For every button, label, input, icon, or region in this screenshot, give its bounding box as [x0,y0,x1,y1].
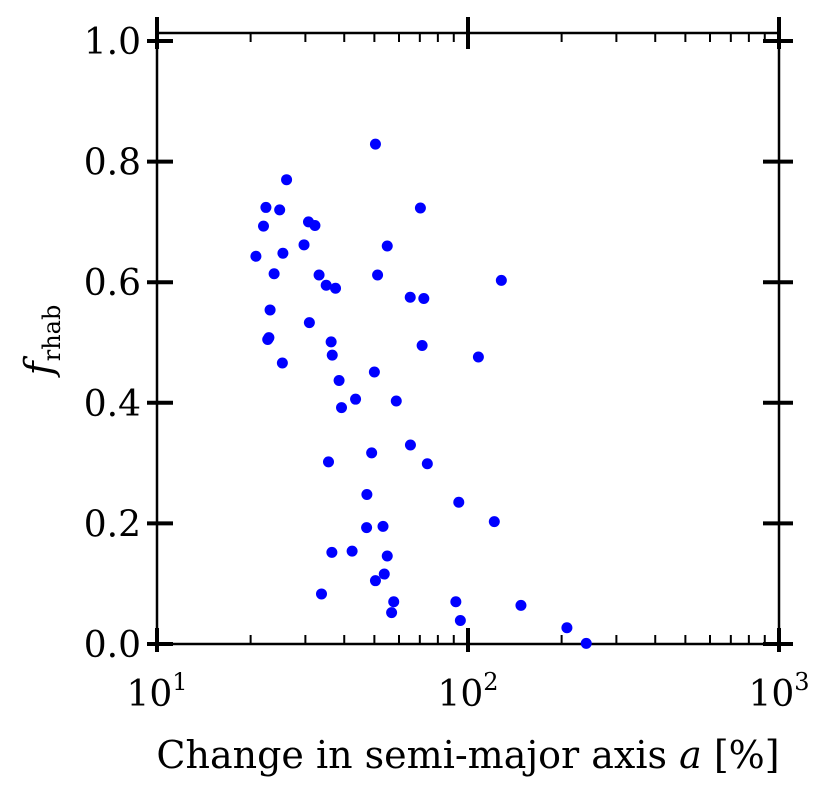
data-point [414,202,426,214]
data-point [366,447,378,459]
y-tick-label: 0.2 [84,504,141,545]
data-point [303,317,315,329]
data-point [361,488,373,500]
data-point [330,282,342,294]
data-point [454,614,466,626]
y-tick-labels: 0.0 0.2 0.4 0.6 0.8 1.0 [84,22,141,666]
data-point [421,458,433,470]
data-points [250,138,592,649]
data-point [313,269,325,281]
data-point [453,496,465,508]
data-point [450,596,462,608]
data-point [315,588,327,600]
data-point [298,239,310,251]
data-point [277,247,289,259]
data-point [495,274,507,286]
data-point [350,393,362,405]
minor-ticks [249,33,766,644]
data-point [368,366,380,378]
data-point [257,220,269,232]
y-tick-label: 0.6 [84,263,141,304]
data-point [274,204,286,216]
x-tick-label: 103 [748,668,809,715]
data-point [404,439,416,451]
data-point [369,138,381,150]
data-point [381,550,393,562]
major-ticks [147,17,793,652]
plot-frame [155,31,781,646]
data-point [377,520,389,532]
data-point [336,402,348,414]
data-point [381,240,393,252]
y-tick-label: 1.0 [84,22,141,63]
data-point [390,395,402,407]
data-point [320,279,332,291]
data-point [386,607,398,619]
data-point [325,336,337,348]
x-axis-label: Change in semi-major axis a [%] [156,733,779,777]
y-tick-label: 0.0 [84,625,141,666]
x-tick-labels: 101 102 103 [126,668,809,715]
y-tick-label: 0.4 [84,384,141,425]
data-point [418,292,430,304]
data-point [388,596,400,608]
data-point [263,332,275,344]
data-point [369,575,381,587]
data-point [378,568,390,580]
x-tick-label: 101 [126,668,187,715]
data-point [372,269,384,281]
data-point [333,374,345,386]
data-point [515,599,527,611]
data-point [472,351,484,363]
data-point [346,545,358,557]
data-point [326,349,338,361]
data-point [488,516,500,528]
data-point [580,637,592,649]
data-point [416,340,428,352]
data-point [268,268,280,280]
data-point [361,522,373,534]
data-point [250,250,262,262]
data-point [561,622,573,634]
data-point [323,456,335,468]
y-axis-label: frhab [17,305,66,379]
x-tick-label: 102 [437,668,498,715]
data-point [276,357,288,369]
data-point [404,291,416,303]
y-tick-label: 0.8 [84,143,141,184]
data-point [281,174,293,186]
data-point [326,546,338,558]
data-point [260,201,272,213]
data-point [309,220,321,232]
data-point [264,304,276,316]
